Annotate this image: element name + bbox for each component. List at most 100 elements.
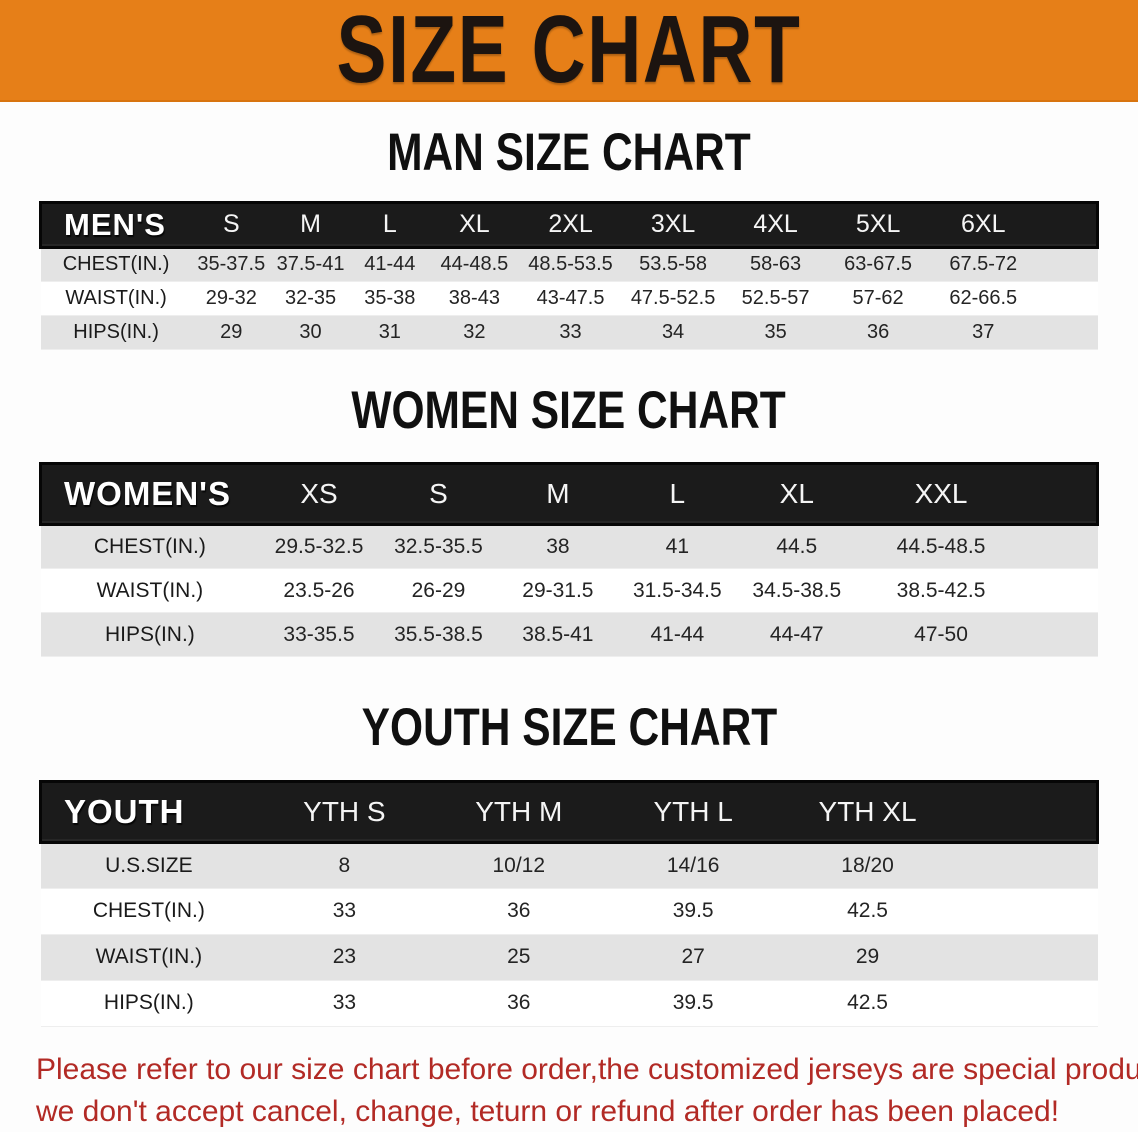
column-header: M <box>270 200 351 249</box>
table-group-label: WOMEN'S <box>39 462 260 526</box>
row-label: HIPS(IN.) <box>40 612 260 657</box>
banner: SIZE CHART <box>0 0 1138 102</box>
column-header: YTH XL <box>780 779 955 844</box>
size-value-cell: 44.5-48.5 <box>856 524 1026 569</box>
size-value-cell: 35-38 <box>350 281 430 316</box>
row-label: HIPS(IN.) <box>40 315 192 350</box>
row-filler-cell <box>954 842 1098 889</box>
section-heading-youth: YOUTH SIZE CHART <box>0 697 1138 757</box>
column-header: XL <box>429 200 520 249</box>
size-value-cell: 38 <box>498 524 618 569</box>
size-value-cell: 39.5 <box>605 980 781 1027</box>
size-value-cell: 67.5-72 <box>929 247 1038 282</box>
women-size-table: WOMEN'S XS S M L XL XXL CHEST(IN.) 29.5-32.5 32.5… <box>39 462 1099 657</box>
table-group-label: MEN'S <box>38 200 192 249</box>
table-row: WAIST(IN.) 29-32 32-35 35-38 38-43 43-47.5 47.… <box>40 281 1098 316</box>
row-filler-cell <box>954 888 1098 935</box>
row-filler-cell <box>1025 568 1098 613</box>
table-row: WAIST(IN.) 23.5-26 26-29 29-31.5 31.5-34.5 34… <box>40 568 1098 613</box>
size-value-cell: 47-50 <box>856 612 1026 657</box>
size-value-cell: 33 <box>257 888 432 935</box>
column-header: S <box>378 462 499 526</box>
column-header: XXL <box>856 462 1026 526</box>
size-value-cell: 41-44 <box>617 612 738 657</box>
page-title: SIZE CHART <box>336 0 802 103</box>
size-value-cell: 32.5-35.5 <box>378 524 499 569</box>
size-value-cell: 41 <box>617 524 738 569</box>
table-row: HIPS(IN.) 33-35.5 35.5-38.5 38.5-41 41-44 44-… <box>40 612 1098 657</box>
size-value-cell: 48.5-53.5 <box>519 247 622 282</box>
size-value-cell: 33 <box>519 315 622 350</box>
table-row: CHEST(IN.) 33 36 39.5 42.5 <box>40 888 1098 935</box>
size-value-cell: 39.5 <box>605 888 781 935</box>
section-heading-youth-text: YOUTH SIZE CHART <box>361 697 777 757</box>
row-label: HIPS(IN.) <box>40 980 258 1027</box>
table-header-row: MEN'S S M L XL 2XL 3XL 4XL 5XL 6XL <box>38 200 1100 249</box>
table-row: HIPS(IN.) 33 36 39.5 42.5 <box>40 980 1098 1027</box>
table-header-row: YOUTH YTH S YTH M YTH L YTH XL <box>39 779 1099 844</box>
section-heading-men-text: MAN SIZE CHART <box>387 122 751 182</box>
size-value-cell: 52.5-57 <box>724 281 827 316</box>
column-header: 3XL <box>621 200 725 249</box>
table-row: WAIST(IN.) 23 25 27 29 <box>40 934 1098 981</box>
size-value-cell: 29-32 <box>191 281 271 316</box>
size-value-cell: 38.5-41 <box>498 612 618 657</box>
column-header: 4XL <box>724 200 827 249</box>
size-value-cell: 34.5-38.5 <box>737 568 857 613</box>
size-value-cell: 29 <box>780 934 955 981</box>
size-value-cell: 37.5-41 <box>270 247 351 282</box>
row-label: CHEST(IN.) <box>40 247 192 282</box>
size-value-cell: 8 <box>257 842 432 889</box>
size-value-cell: 25 <box>431 934 606 981</box>
size-value-cell: 35 <box>724 315 827 350</box>
size-value-cell: 32 <box>429 315 520 350</box>
size-value-cell: 44-48.5 <box>429 247 520 282</box>
table-row: HIPS(IN.) 29 30 31 32 33 34 35 36 37 <box>40 315 1098 350</box>
row-label: WAIST(IN.) <box>40 568 260 613</box>
size-value-cell: 33-35.5 <box>259 612 379 657</box>
row-label: WAIST(IN.) <box>40 281 192 316</box>
size-value-cell: 36 <box>431 888 606 935</box>
youth-size-table: YOUTH YTH S YTH M YTH L YTH XL U.S.SIZE 8 10/12… <box>39 779 1099 1027</box>
row-filler-cell <box>954 980 1098 1027</box>
column-header: 2XL <box>519 200 622 249</box>
size-value-cell: 31.5-34.5 <box>617 568 738 613</box>
size-value-cell: 37 <box>929 315 1038 350</box>
size-value-cell: 35.5-38.5 <box>378 612 499 657</box>
size-value-cell: 35-37.5 <box>191 247 271 282</box>
size-value-cell: 43-47.5 <box>519 281 622 316</box>
men-size-table: MEN'S S M L XL 2XL 3XL 4XL 5XL 6XL CHEST(IN.) 35-37… <box>38 200 1100 350</box>
column-header: 6XL <box>929 200 1038 249</box>
size-value-cell: 32-35 <box>270 281 351 316</box>
size-value-cell: 38.5-42.5 <box>856 568 1026 613</box>
column-header: S <box>191 200 271 249</box>
size-value-cell: 57-62 <box>826 281 930 316</box>
size-value-cell: 58-63 <box>724 247 827 282</box>
size-value-cell: 53.5-58 <box>621 247 725 282</box>
footnote-line-1: Please refer to our size chart before or… <box>36 1052 1138 1086</box>
column-header: M <box>498 462 618 526</box>
row-label: CHEST(IN.) <box>40 888 258 935</box>
table-header-row: WOMEN'S XS S M L XL XXL <box>39 462 1099 526</box>
size-value-cell: 36 <box>826 315 930 350</box>
column-header: 5XL <box>826 200 930 249</box>
row-filler-cell <box>1025 524 1098 569</box>
table-row: CHEST(IN.) 29.5-32.5 32.5-35.5 38 41 44.5 44.5… <box>40 524 1098 569</box>
row-label: U.S.SIZE <box>40 842 258 889</box>
row-filler-cell <box>1025 612 1098 657</box>
header-filler-cell <box>1025 462 1099 526</box>
size-value-cell: 33 <box>257 980 432 1027</box>
size-value-cell: 41-44 <box>350 247 430 282</box>
row-filler-cell <box>1037 281 1098 316</box>
row-filler-cell <box>1037 315 1098 350</box>
table-row: CHEST(IN.) 35-37.5 37.5-41 41-44 44-48.5 48.5… <box>40 247 1098 282</box>
header-filler-cell <box>1037 200 1100 249</box>
size-value-cell: 29.5-32.5 <box>259 524 379 569</box>
row-label: WAIST(IN.) <box>40 934 258 981</box>
size-value-cell: 29-31.5 <box>498 568 618 613</box>
size-value-cell: 18/20 <box>780 842 955 889</box>
column-header: L <box>350 200 430 249</box>
size-value-cell: 14/16 <box>605 842 781 889</box>
size-value-cell: 62-66.5 <box>929 281 1038 316</box>
